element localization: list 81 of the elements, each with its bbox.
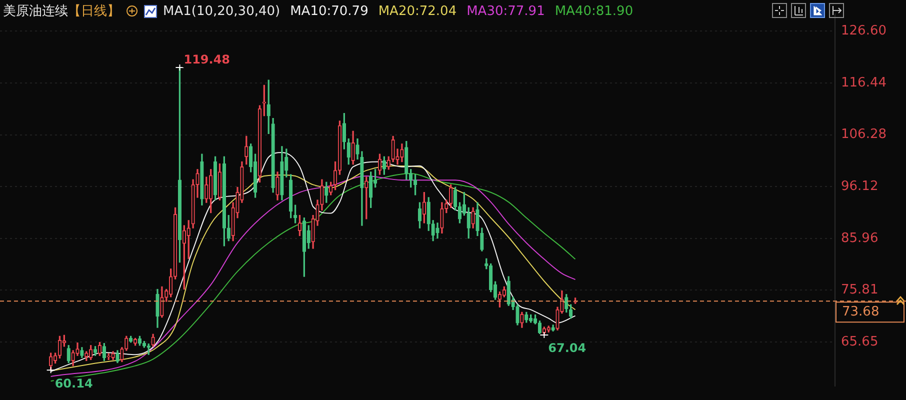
candlestick [471, 207, 475, 228]
annotation: 60.14 [54, 376, 93, 390]
candlestick [436, 222, 440, 239]
candlestick [302, 218, 306, 277]
candlestick [222, 156, 226, 246]
candlestick [538, 320, 542, 334]
candlestick [391, 136, 395, 162]
candlestick [351, 130, 355, 165]
candlestick [520, 312, 524, 328]
candlestick [404, 141, 408, 180]
candlestick [98, 342, 102, 356]
candlestick [480, 228, 484, 252]
candlestick [173, 207, 178, 280]
candlestick [71, 350, 75, 366]
candlestick [400, 144, 404, 162]
candlestick [218, 163, 222, 200]
candlestick [516, 304, 520, 326]
y-tick-label: 65.65 [841, 334, 878, 350]
candlestick [506, 276, 510, 306]
candlestick [102, 343, 106, 362]
candlestick [178, 67, 182, 263]
candlestick [80, 347, 84, 358]
candlestick [342, 112, 346, 150]
candlestick [276, 172, 280, 200]
chart-subtitle: 【日线】 [68, 4, 120, 19]
candlestick [84, 351, 88, 362]
candlestick [244, 136, 248, 165]
legend-title: MA1(10,20,30,40) [163, 4, 280, 18]
candlestick [262, 84, 266, 116]
text: MA10:70.79 [290, 4, 368, 18]
candlestick [151, 334, 155, 347]
candlestick [280, 146, 284, 200]
candlestick [156, 288, 160, 328]
candlestick [498, 291, 502, 308]
candlestick [58, 336, 62, 358]
candlestick [338, 120, 342, 175]
candlestick [333, 161, 338, 190]
candlestick [120, 347, 124, 362]
candlestick [466, 207, 470, 239]
candlestick [258, 105, 262, 182]
candlestick [116, 350, 120, 364]
candlestick [271, 118, 275, 193]
candlestick [93, 346, 98, 356]
candlestick [564, 294, 568, 313]
candlestick [111, 351, 115, 360]
y-tick-label: 116.44 [841, 75, 886, 90]
candlestick [546, 326, 550, 332]
candlestick [320, 179, 324, 211]
candlestick [426, 197, 430, 231]
candlestick [200, 154, 204, 206]
candlestick [356, 138, 360, 160]
candlestick [124, 336, 128, 351]
candlestick [204, 176, 208, 203]
candlestick [346, 138, 350, 165]
y-tick-label: 75.81 [841, 282, 878, 298]
y-tick-label: 85.96 [841, 230, 878, 246]
y-tick-label: 126.60 [841, 24, 886, 39]
candlestick [422, 192, 426, 224]
candlestick [89, 345, 93, 360]
annotation: 67.04 [548, 341, 586, 356]
candlestick [476, 202, 480, 236]
candlestick [213, 156, 218, 200]
candlestick [186, 220, 190, 259]
candlestick [440, 202, 444, 234]
candlestick [160, 286, 164, 318]
candlestick [533, 314, 538, 324]
ref-line-label: 73.68 [842, 304, 880, 320]
annotation: 119.48 [184, 52, 230, 67]
candlestick [551, 324, 555, 332]
candlestick [369, 172, 373, 208]
candlestick [449, 184, 453, 208]
candlestick [66, 345, 70, 364]
y-tick-label: 106.28 [841, 127, 886, 142]
candlestick [169, 268, 173, 298]
candlestick [298, 214, 302, 236]
candlestick [209, 169, 213, 214]
y-tick-label: 96.12 [841, 179, 878, 194]
text: MA40:81.90 [554, 4, 634, 18]
text: MA30:77.91 [466, 4, 545, 18]
candlestick [431, 220, 435, 242]
text: MA20:72.04 [378, 4, 457, 18]
